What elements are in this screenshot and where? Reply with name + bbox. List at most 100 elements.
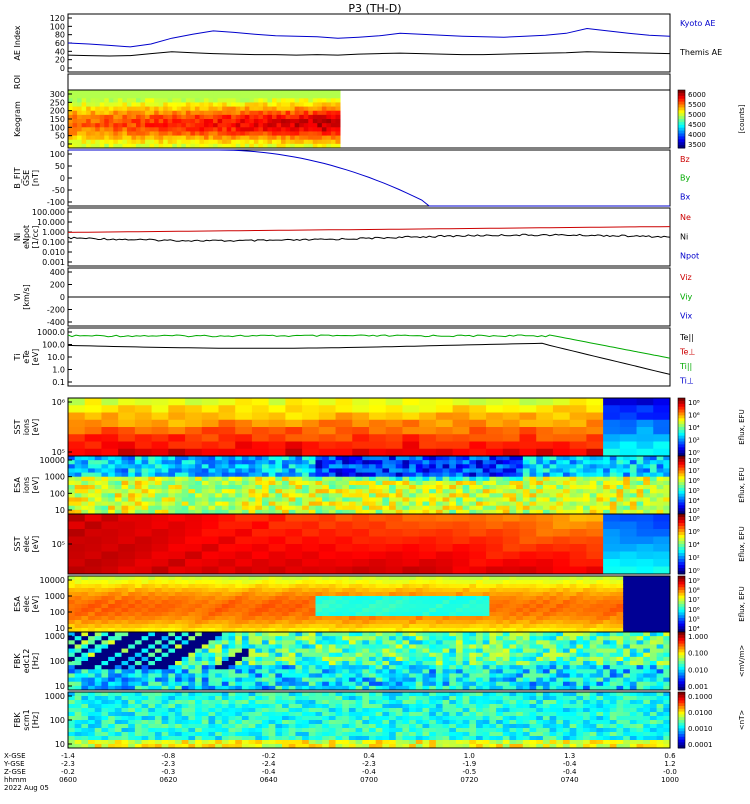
spectrogram-cell [523,600,530,605]
spectrogram-cell [104,115,109,120]
spectrogram-cell [369,673,376,678]
panel-roi: ROI [13,74,670,90]
spectrogram-cell [113,94,118,99]
spectrogram-cell [136,136,141,141]
spectrogram-cell [208,485,215,490]
spectrogram-cell [182,624,189,629]
spectrogram-cell [443,588,450,593]
colorbar-cell [678,500,685,503]
spectrogram-cell [262,624,269,629]
spectrogram-cell [543,596,550,601]
spectrogram-cell [423,673,430,678]
spectrogram-cell [281,127,286,132]
spectrogram-cell [286,94,291,99]
spectrogram-cell [596,468,603,473]
spectrogram-cell [657,584,664,589]
spectrogram-cell [416,473,423,478]
spectrogram-cell [304,115,309,120]
spectrogram-cell [262,620,269,625]
spectrogram-cell [75,661,82,666]
spectrogram-cell [219,413,236,421]
spectrogram-cell [88,682,95,687]
spectrogram-cell [486,449,503,457]
spectrogram-cell [202,552,219,560]
spectrogram-cell [295,107,300,112]
spectrogram-cell [142,604,149,609]
spectrogram-cell [118,442,135,450]
spectrogram-cell [503,612,510,617]
spectrogram-cell [135,580,142,585]
spectrogram-cell [88,473,95,478]
spectrogram-cell [509,584,516,589]
spectrogram-cell [570,468,577,473]
spectrogram-cell [610,620,617,625]
spectrogram-cell [95,477,102,482]
spectrogram-cell [416,497,423,502]
spectrogram-cell [209,123,214,128]
spectrogram-cell [269,673,276,678]
spectrogram-cell [610,604,617,609]
spectrogram-cell [88,649,95,654]
spectrogram-cell [376,644,383,649]
spectrogram-cell [503,506,510,511]
spectrogram-cell [148,608,155,613]
spectrogram-cell [590,468,597,473]
spectrogram-cell [543,493,550,498]
spectrogram-cell [603,620,610,625]
spectrogram-cell [369,449,386,457]
spectrogram-cell [68,460,75,465]
spectrogram-cell [282,604,289,609]
spectrogram-cell [302,588,309,593]
spectrogram-cell [195,678,202,683]
spectrogram-cell [590,580,597,585]
spectrogram-cell [135,576,142,581]
spectrogram-cell [402,612,409,617]
spectrogram-cell [275,624,282,629]
spectrogram-cell [122,464,129,469]
spectrogram-cell [369,567,386,575]
spectrogram-cell [630,576,637,581]
spectrogram-cell [536,620,543,625]
spectrogram-cell [590,473,597,478]
spectrogram-cell [104,131,109,136]
spectrogram-cell [295,616,302,621]
spectrogram-cell [162,468,169,473]
spectrogram-cell [610,588,617,593]
spectrogram-cell [382,588,389,593]
spectrogram-cell [101,497,108,502]
spectrogram-cell [289,468,296,473]
spectrogram-cell [101,653,108,658]
spectrogram-cell [101,644,108,649]
spectrogram-cell [376,502,383,507]
spectrogram-cell [75,616,82,621]
spectrogram-cell [603,612,610,617]
spectrogram-cell [509,502,516,507]
colorbar-cell [678,113,685,116]
spectrogram-cell [429,640,436,645]
spectrogram-cell [543,481,550,486]
spectrogram-cell [449,592,456,597]
spectrogram-cell [168,119,173,124]
spectrogram-cell [108,636,115,641]
spectrogram-cell [349,576,356,581]
spectrogram-cell [556,608,563,613]
spectrogram-cell [402,405,419,413]
spectrogram-cell [82,115,87,120]
spectrogram-cell [182,464,189,469]
spectrogram-cell [101,464,108,469]
spectrogram-cell [349,600,356,605]
spectrogram-cell [402,682,409,687]
spectrogram-cell [95,608,102,613]
spectrogram-cell [570,477,577,482]
spectrogram-cell [68,678,75,683]
spectrogram-cell [313,107,318,112]
spectrogram-cell [516,624,523,629]
spectrogram-cell [122,136,127,141]
spectrogram-cell [329,620,336,625]
spectrogram-cell [77,94,82,99]
spectrogram-cell [663,485,670,490]
spectrogram-cell [596,473,603,478]
spectrogram-cell [309,576,316,581]
spectrogram-cell [583,481,590,486]
